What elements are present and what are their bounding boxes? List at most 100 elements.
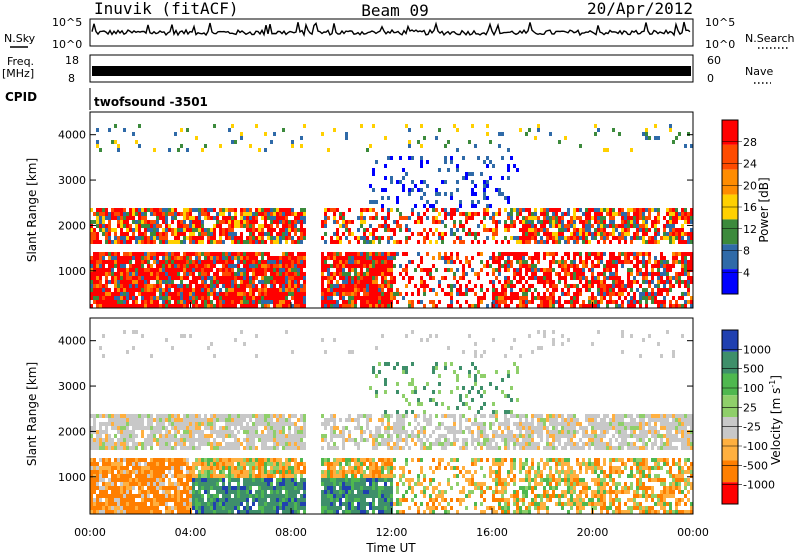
power-cell — [636, 220, 639, 224]
power-cell — [456, 228, 459, 232]
power-cell — [183, 300, 186, 304]
power-cell — [531, 212, 534, 216]
velocity-cell — [282, 510, 285, 514]
power-cell — [642, 236, 645, 240]
power-cell — [105, 240, 108, 244]
power-cell — [375, 280, 378, 284]
velocity-cell — [162, 498, 165, 502]
velocity-cell — [108, 438, 111, 442]
power-colorbar-tick-label: 16 — [743, 201, 757, 214]
power-cell — [345, 276, 348, 280]
power-cell — [447, 168, 450, 172]
power-cell — [333, 220, 336, 224]
power-cell — [591, 292, 594, 296]
power-cell — [624, 240, 627, 244]
power-cell — [384, 292, 387, 296]
velocity-cell — [186, 490, 189, 494]
power-cell — [222, 260, 225, 264]
power-cell — [180, 280, 183, 284]
power-cell — [96, 236, 99, 240]
power-cell — [213, 296, 216, 300]
velocity-cell — [225, 486, 228, 490]
velocity-cell — [171, 418, 174, 422]
velocity-cell — [135, 418, 138, 422]
power-cell — [498, 300, 501, 304]
power-cell — [99, 288, 102, 292]
power-cell — [642, 272, 645, 276]
power-cell — [177, 264, 180, 268]
power-cell — [201, 276, 204, 280]
velocity-cell — [90, 434, 93, 438]
power-cell — [657, 300, 660, 304]
power-cell — [594, 280, 597, 284]
velocity-cell — [219, 506, 222, 510]
power-cell — [345, 256, 348, 260]
power-cell — [231, 296, 234, 300]
power-cell — [384, 228, 387, 232]
velocity-cell — [207, 478, 210, 482]
power-cell — [372, 200, 375, 204]
power-cell — [552, 212, 555, 216]
power-cell — [630, 300, 633, 304]
power-cell — [333, 288, 336, 292]
power-cell — [282, 228, 285, 232]
velocity-cell — [129, 422, 132, 426]
power-cell — [633, 216, 636, 220]
velocity-cell — [252, 438, 255, 442]
power-cell — [147, 256, 150, 260]
power-cell — [330, 236, 333, 240]
power-cell — [654, 236, 657, 240]
velocity-cell — [219, 462, 222, 466]
power-cell — [672, 260, 675, 264]
power-cell — [642, 264, 645, 268]
power-cell — [522, 260, 525, 264]
power-cell — [636, 232, 639, 236]
velocity-cell — [207, 506, 210, 510]
power-cell — [498, 292, 501, 296]
power-cell — [537, 128, 540, 132]
velocity-cell — [276, 478, 279, 482]
velocity-cell — [90, 462, 93, 466]
power-cell — [534, 264, 537, 268]
velocity-cell — [270, 446, 273, 450]
power-cell — [366, 292, 369, 296]
velocity-cell — [210, 462, 213, 466]
velocity-cell — [270, 498, 273, 502]
power-cell — [279, 256, 282, 260]
velocity-cell — [99, 474, 102, 478]
power-cell — [471, 240, 474, 244]
velocity-cell — [162, 486, 165, 490]
power-cell — [264, 300, 267, 304]
power-cell — [600, 224, 603, 228]
power-cell — [642, 132, 645, 136]
velocity-cell — [168, 442, 171, 446]
power-cell — [621, 252, 624, 256]
power-cell — [180, 256, 183, 260]
velocity-cell — [99, 434, 102, 438]
velocity-cell — [228, 498, 231, 502]
power-cell — [642, 296, 645, 300]
power-cell — [348, 300, 351, 304]
power-cell — [252, 272, 255, 276]
power-cell — [225, 216, 228, 220]
power-cell — [501, 252, 504, 256]
power-cell — [180, 232, 183, 236]
power-cell — [516, 252, 519, 256]
power-cell — [138, 288, 141, 292]
power-cell — [150, 252, 153, 256]
power-cell — [135, 280, 138, 284]
power-cell — [468, 304, 471, 308]
power-cell — [534, 268, 537, 272]
power-cell — [681, 232, 684, 236]
power-cell — [330, 292, 333, 296]
velocity-cell — [249, 486, 252, 490]
velocity-cell — [291, 506, 294, 510]
power-cell — [183, 240, 186, 244]
power-cell — [498, 192, 501, 196]
power-cell — [126, 260, 129, 264]
velocity-cell — [240, 490, 243, 494]
power-cell — [579, 208, 582, 212]
power-cell — [186, 276, 189, 280]
power-cell — [480, 252, 483, 256]
velocity-cell — [192, 494, 195, 498]
